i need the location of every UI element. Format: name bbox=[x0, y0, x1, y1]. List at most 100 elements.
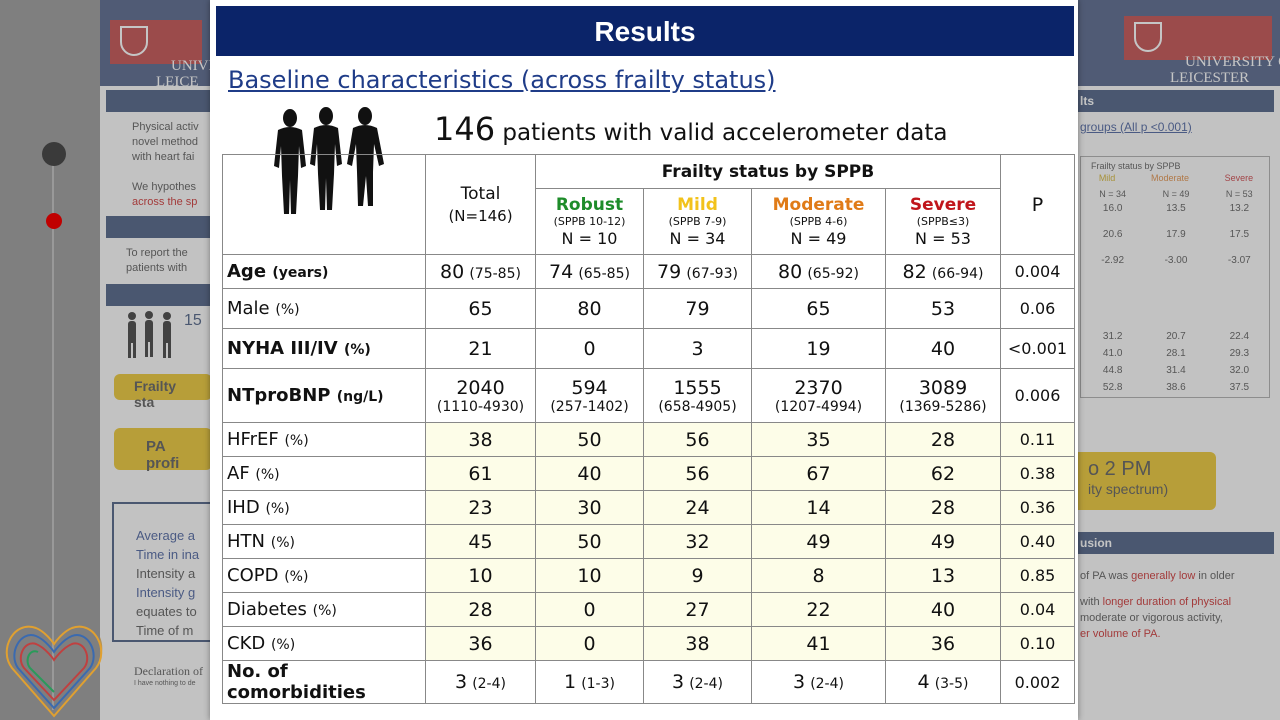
table-row: AF (%) 61 40 56 67 62 0.38 bbox=[222, 456, 1075, 491]
bg-concl-line-2: with longer duration of physical bbox=[1080, 594, 1235, 610]
col-total-sub: (N=146) bbox=[448, 206, 513, 225]
bg-mini-title: Frailty status by SPPB bbox=[1091, 161, 1181, 171]
bg-people-icon bbox=[128, 311, 171, 358]
bg-mini-cell: 44.8 bbox=[1102, 365, 1123, 376]
cell-value: 8 bbox=[812, 564, 825, 587]
row-label-text: HTN bbox=[227, 531, 265, 552]
table-cell: 56 bbox=[643, 456, 752, 491]
group-n: N = 10 bbox=[561, 229, 618, 248]
row-label-unit: (%) bbox=[312, 603, 337, 619]
cell-value: 50 bbox=[577, 428, 602, 451]
cell-value: 594 bbox=[571, 376, 608, 399]
bg-left-text-3: To report the patients with bbox=[126, 247, 188, 274]
bg-mini-cell: -3.00 bbox=[1164, 255, 1188, 266]
bg-left-text-2a: We hypothes bbox=[132, 181, 197, 193]
p-value-cell: 0.11 bbox=[1000, 422, 1075, 457]
table-row: Age (years) 80 (75-85) 74 (65-85) 79 (67-93… bbox=[222, 254, 1075, 289]
table-cell: 3089 (1369-5286) bbox=[885, 368, 1001, 423]
cell-value: 40 bbox=[930, 337, 956, 360]
cell-range: (2-4) bbox=[810, 676, 844, 692]
cell-value: 36 bbox=[468, 632, 493, 655]
table-cell: 49 bbox=[885, 524, 1001, 559]
cell-value: 3 bbox=[455, 671, 468, 693]
cell-value: 2370 bbox=[794, 376, 843, 399]
group-name: Moderate bbox=[772, 195, 865, 215]
bg-concl-1b: generally low bbox=[1131, 570, 1196, 582]
cell-value: 10 bbox=[577, 564, 602, 587]
table-cell: 3 (2-4) bbox=[425, 660, 536, 704]
bg-concl-4: er volume of PA. bbox=[1080, 628, 1161, 640]
table-cell: 9 bbox=[643, 558, 752, 593]
bg-mini-cell: 31.2 bbox=[1102, 331, 1123, 342]
cell-value: 2040 bbox=[456, 376, 505, 399]
table-cell: 594 (257-1402) bbox=[535, 368, 644, 423]
bg-logo-left-text: UNIVE LEICE bbox=[156, 58, 218, 90]
col-total-header: Total (N=146) bbox=[425, 154, 536, 255]
table-cell: 36 bbox=[425, 626, 536, 661]
table-body: Age (years) 80 (75-85) 74 (65-85) 79 (67-93… bbox=[222, 254, 1075, 704]
cell-value: 80 bbox=[778, 260, 803, 283]
cell-value: 4 bbox=[917, 671, 930, 693]
heart-logo-icon bbox=[5, 625, 103, 718]
table-cell: 40 bbox=[885, 592, 1001, 627]
cell-value: 61 bbox=[468, 462, 493, 485]
bg-mini-cell: N = 49 bbox=[1162, 189, 1190, 199]
table-cell: 67 bbox=[751, 456, 886, 491]
table-cell: 13 bbox=[885, 558, 1001, 593]
slide-title: Results bbox=[216, 6, 1074, 56]
bg-concl-line-1: of PA was generally low in older bbox=[1080, 568, 1235, 584]
table-cell: 38 bbox=[425, 422, 536, 457]
col-group-header-mild: Mild (SPPB 7-9) N = 34 bbox=[643, 188, 752, 255]
cell-value: 22 bbox=[806, 598, 831, 621]
cell-value: 80 bbox=[440, 260, 465, 283]
cell-value: 62 bbox=[930, 462, 956, 485]
cell-range: (65-85) bbox=[578, 265, 630, 282]
table-cell: 2370 (1207-4994) bbox=[751, 368, 886, 423]
p-value-cell: 0.06 bbox=[1000, 288, 1075, 329]
row-label-unit: (%) bbox=[270, 637, 296, 653]
bg-pm-bar: o 2 PM ity spectrum) bbox=[1070, 452, 1216, 510]
bg-concl-1c: in older bbox=[1195, 570, 1235, 582]
bg-concl-2a: with bbox=[1080, 596, 1103, 608]
cell-value: 9 bbox=[691, 564, 704, 587]
row-label-unit: (%) bbox=[284, 433, 309, 449]
bg-bullet: Intensity a bbox=[136, 566, 196, 581]
bg-concl-3: moderate or vigorous activity, bbox=[1080, 612, 1223, 624]
bg-conclusion-tab: usion bbox=[1080, 536, 1112, 550]
row-label-text: IHD bbox=[227, 497, 260, 518]
cell-value: 3089 bbox=[918, 376, 968, 399]
row-label-text: COPD bbox=[227, 565, 279, 586]
bg-logo-right: UNIVERSITY OF LEICESTER bbox=[1124, 16, 1280, 86]
bg-logo-shield-icon bbox=[120, 26, 148, 56]
cell-value: 82 bbox=[902, 260, 927, 283]
cell-value: 19 bbox=[806, 337, 831, 360]
table-cell: 74 (65-85) bbox=[535, 254, 644, 289]
col-group-header-moderate: Moderate (SPPB 4-6) N = 49 bbox=[751, 188, 886, 255]
bg-mini-cell: 41.0 bbox=[1102, 348, 1123, 359]
group-n: N = 49 bbox=[790, 229, 847, 248]
cell-value: 36 bbox=[930, 632, 956, 655]
bg-bullets: Average a Time in ina Intensity a Intens… bbox=[136, 526, 199, 640]
row-label: IHD (%) bbox=[222, 490, 426, 525]
table-row: COPD (%) 10 10 9 8 13 0.85 bbox=[222, 558, 1075, 593]
bg-results-bar bbox=[1078, 90, 1274, 112]
row-label-unit: (ng/L) bbox=[336, 389, 384, 405]
p-value-cell: <0.001 bbox=[1000, 328, 1075, 369]
table-cell: 40 bbox=[535, 456, 644, 491]
bg-mini-head: Severe bbox=[1224, 173, 1254, 183]
cell-value: 56 bbox=[685, 428, 710, 451]
baseline-table: Total (N=146) Frailty status by SPPB P R… bbox=[222, 154, 1075, 704]
row-label-text: NYHA III/IV bbox=[227, 338, 338, 359]
bg-left-text-2: We hypothes across the sp bbox=[132, 180, 197, 210]
bg-mini-cell: 13.2 bbox=[1229, 203, 1250, 214]
cell-value: 50 bbox=[577, 530, 602, 553]
bg-concl-2b: longer duration of physical bbox=[1102, 596, 1232, 608]
bg-declaration: Declaration of bbox=[134, 664, 203, 678]
row-label: HFrEF (%) bbox=[222, 422, 426, 457]
row-label-text: Age bbox=[227, 261, 267, 282]
table-cell: 3 (2-4) bbox=[643, 660, 752, 704]
cell-value: 74 bbox=[549, 260, 574, 283]
row-label: NYHA III/IV (%) bbox=[222, 328, 426, 369]
p-value-cell: 0.10 bbox=[1000, 626, 1075, 661]
cell-range: (1369-5286) bbox=[899, 398, 987, 415]
